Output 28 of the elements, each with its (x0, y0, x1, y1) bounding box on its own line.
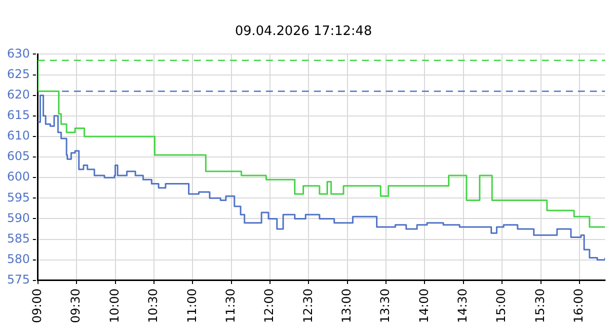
x-tick-label: 11:30 (223, 288, 238, 324)
y-tick-label: 595 (7, 190, 30, 204)
x-tick-label: 14:00 (416, 288, 431, 324)
x-tick-label: 12:00 (262, 288, 276, 324)
x-tick-label: 15:30 (532, 288, 547, 324)
y-tick-label: 610 (7, 128, 30, 143)
x-tick-label: 15:00 (494, 288, 508, 324)
x-tick-label: 13:30 (378, 288, 392, 324)
y-tick-label: 585 (7, 231, 30, 246)
y-tick-label: 575 (7, 272, 30, 287)
y-tick-label: 605 (7, 149, 30, 164)
y-tick-label: 590 (7, 210, 30, 225)
y-tick-label: 600 (7, 170, 30, 184)
x-tick-label: 09:30 (68, 288, 83, 324)
y-tick-label: 615 (7, 108, 30, 122)
y-tick-label: 630 (7, 46, 30, 60)
x-tick-label: 09:00 (30, 288, 44, 324)
y-tick-label: 580 (7, 252, 30, 266)
x-tick-label: 10:30 (146, 288, 160, 324)
x-tick-label: 16:00 (572, 288, 586, 324)
chart-title: 09.04.2026 17:12:48 (234, 24, 373, 39)
x-tick-label: 12:30 (300, 288, 315, 324)
y-tick-label: 620 (7, 87, 30, 102)
x-tick-label: 14:30 (456, 288, 470, 324)
x-tick-label: 10:00 (107, 288, 122, 324)
x-tick-label: 11:00 (184, 288, 199, 324)
y-tick-label: 625 (7, 66, 30, 81)
x-tick-label: 13:00 (339, 288, 354, 324)
